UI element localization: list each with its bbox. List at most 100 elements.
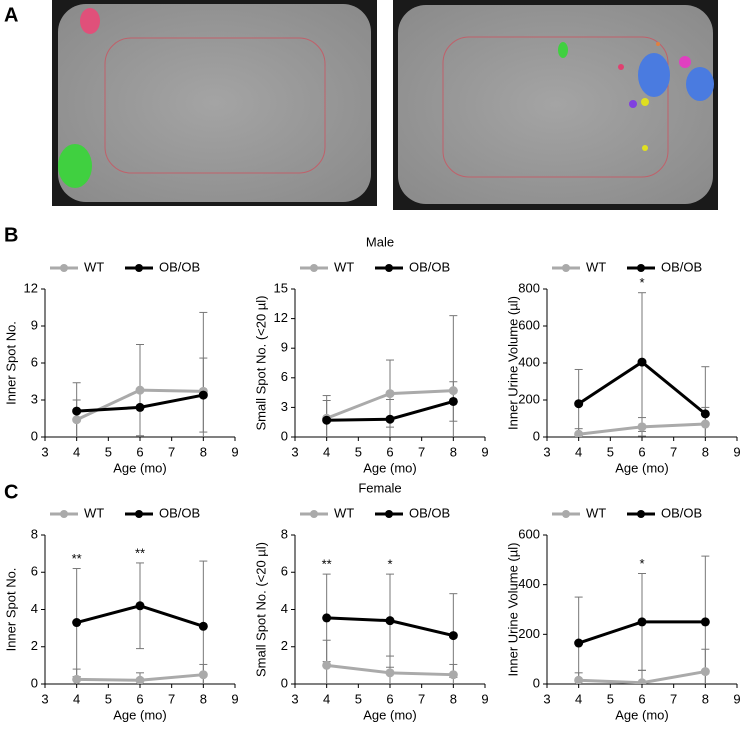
x-tick-label: 6 bbox=[386, 691, 393, 706]
legend-marker bbox=[310, 264, 318, 272]
plot bbox=[574, 555, 710, 684]
data-point bbox=[135, 601, 145, 611]
x-tick-label: 5 bbox=[607, 444, 614, 459]
y-tick-label: 400 bbox=[518, 354, 540, 369]
significance-mark: ** bbox=[72, 551, 82, 566]
x-tick-label: 8 bbox=[450, 444, 457, 459]
x-axis-label: Age (mo) bbox=[113, 707, 166, 722]
x-tick-label: 5 bbox=[105, 691, 112, 706]
x-tick-label: 3 bbox=[41, 444, 48, 459]
x-tick-label: 9 bbox=[733, 691, 740, 706]
x-tick-label: 7 bbox=[168, 444, 175, 459]
y-tick-label: 12 bbox=[274, 310, 288, 325]
y-tick-label: 4 bbox=[31, 601, 38, 616]
data-point bbox=[637, 422, 647, 432]
data-point bbox=[198, 390, 208, 400]
data-point bbox=[700, 617, 710, 627]
x-tick-label: 4 bbox=[73, 444, 80, 459]
data-point bbox=[385, 414, 395, 424]
x-tick-label: 7 bbox=[670, 444, 677, 459]
plot bbox=[322, 573, 458, 684]
data-point bbox=[72, 415, 82, 425]
y-tick-label: 6 bbox=[31, 354, 38, 369]
data-point bbox=[574, 675, 584, 684]
y-axis-label: Inner Urine Volume (µl) bbox=[505, 543, 520, 677]
data-point bbox=[322, 613, 332, 623]
x-tick-label: 9 bbox=[733, 444, 740, 459]
x-tick-label: 7 bbox=[670, 691, 677, 706]
x-tick-label: 3 bbox=[291, 691, 298, 706]
data-point bbox=[448, 670, 458, 680]
x-tick-label: 8 bbox=[702, 444, 709, 459]
x-tick-label: 9 bbox=[481, 691, 488, 706]
legend-label: WT bbox=[84, 505, 104, 520]
legend-label: WT bbox=[586, 259, 606, 274]
significance-mark: * bbox=[387, 557, 392, 572]
x-tick-label: 6 bbox=[638, 691, 645, 706]
x-tick-label: 8 bbox=[200, 691, 207, 706]
chart-title: Female bbox=[358, 480, 401, 495]
y-tick-label: 800 bbox=[518, 280, 540, 295]
y-tick-label: 0 bbox=[31, 428, 38, 443]
y-axis-label: Small Spot No. (<20 µl) bbox=[253, 542, 268, 677]
data-point bbox=[322, 415, 332, 425]
significance-mark: ** bbox=[322, 557, 332, 572]
legend-marker bbox=[562, 510, 570, 518]
legend-marker bbox=[637, 510, 645, 518]
x-tick-label: 4 bbox=[323, 444, 330, 459]
x-axis-label: Age (mo) bbox=[615, 460, 668, 475]
data-point bbox=[385, 616, 395, 626]
data-point bbox=[700, 409, 710, 419]
x-tick-label: 4 bbox=[575, 444, 582, 459]
y-tick-label: 15 bbox=[274, 280, 288, 295]
x-tick-label: 6 bbox=[136, 691, 143, 706]
cage-image-right bbox=[393, 0, 718, 210]
y-tick-label: 12 bbox=[24, 280, 38, 295]
legend-marker bbox=[310, 510, 318, 518]
data-point bbox=[72, 674, 82, 684]
legend-marker bbox=[637, 264, 645, 272]
y-tick-label: 2 bbox=[281, 638, 288, 653]
y-tick-label: 200 bbox=[518, 391, 540, 406]
legend-marker bbox=[135, 510, 143, 518]
x-tick-label: 3 bbox=[543, 691, 550, 706]
x-tick-label: 9 bbox=[231, 691, 238, 706]
data-point bbox=[637, 617, 647, 627]
legend-marker bbox=[562, 264, 570, 272]
y-axis-label: Inner Spot No. bbox=[3, 568, 18, 652]
legend-marker bbox=[385, 264, 393, 272]
y-tick-label: 0 bbox=[533, 675, 540, 690]
x-tick-label: 5 bbox=[607, 691, 614, 706]
legend-marker bbox=[135, 264, 143, 272]
y-tick-label: 4 bbox=[281, 601, 288, 616]
x-tick-label: 8 bbox=[200, 444, 207, 459]
data-point bbox=[700, 667, 710, 677]
x-tick-label: 8 bbox=[450, 691, 457, 706]
legend-label: OB/OB bbox=[409, 259, 450, 274]
x-tick-label: 8 bbox=[702, 691, 709, 706]
legend-label: WT bbox=[334, 259, 354, 274]
significance-mark: * bbox=[639, 556, 644, 571]
significance-mark: ** bbox=[135, 545, 145, 560]
legend-label: OB/OB bbox=[159, 259, 200, 274]
x-axis-label: Age (mo) bbox=[615, 707, 668, 722]
y-tick-label: 400 bbox=[518, 576, 540, 591]
plot bbox=[72, 311, 208, 437]
data-point bbox=[72, 618, 82, 628]
y-tick-label: 0 bbox=[281, 428, 288, 443]
plot bbox=[72, 560, 208, 684]
x-tick-label: 3 bbox=[41, 691, 48, 706]
y-tick-label: 8 bbox=[31, 526, 38, 541]
data-point bbox=[574, 399, 584, 409]
data-point bbox=[135, 675, 145, 684]
x-tick-label: 7 bbox=[168, 691, 175, 706]
plot bbox=[322, 315, 458, 437]
significance-mark: * bbox=[639, 275, 644, 290]
y-axis-label: Inner Spot No. bbox=[3, 321, 18, 405]
y-tick-label: 3 bbox=[31, 391, 38, 406]
x-tick-label: 5 bbox=[355, 691, 362, 706]
x-tick-label: 6 bbox=[136, 444, 143, 459]
legend-marker bbox=[60, 264, 68, 272]
x-tick-label: 9 bbox=[231, 444, 238, 459]
